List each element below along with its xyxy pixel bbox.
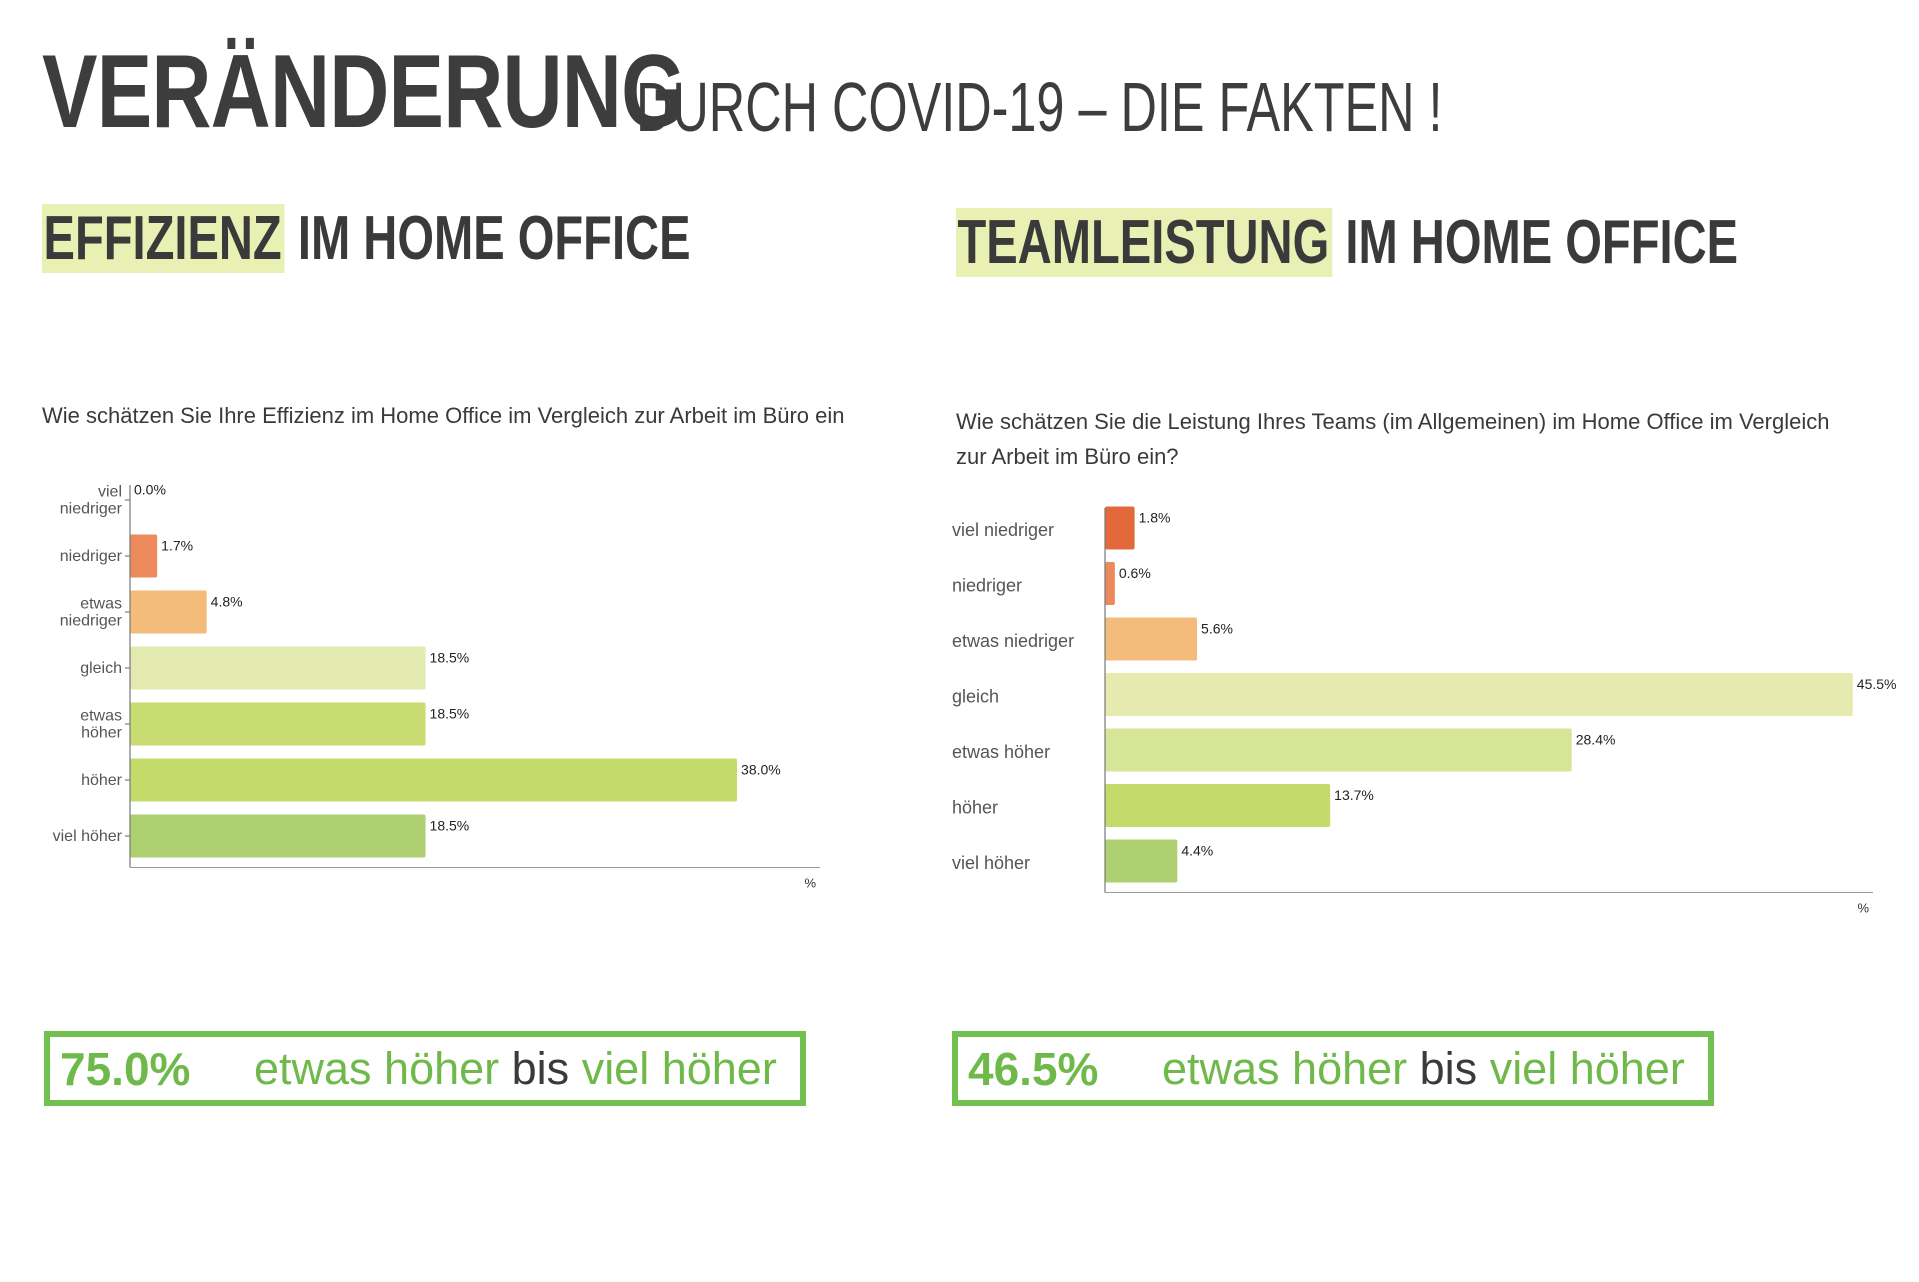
category-label-0: viel niedriger	[952, 520, 1054, 540]
summary-connector: bis	[1407, 1042, 1490, 1094]
bar-3	[1105, 673, 1853, 716]
data-label-0: 0.0%	[134, 482, 166, 498]
page-subtitle: DURCH COVID-19 – DIE FAKTEN !	[636, 68, 1443, 146]
data-label-1: 1.7%	[161, 538, 193, 554]
question-efficiency: Wie schätzen Sie Ihre Effizienz im Home …	[42, 403, 845, 428]
summary-box-efficiency: 75.0% etwas höher bis viel höher	[44, 1031, 806, 1106]
summary-box-teamwork: 46.5% etwas höher bis viel höher	[952, 1031, 1714, 1106]
summary-text: etwas höher bis viel höher	[1162, 1043, 1685, 1095]
bar-4	[130, 702, 426, 746]
bar-6	[130, 814, 426, 858]
data-label-5: 13.7%	[1334, 787, 1374, 803]
data-label-4: 28.4%	[1576, 732, 1616, 748]
summary-to: viel höher	[581, 1042, 777, 1094]
heading-rest: IM HOME OFFICE	[284, 204, 691, 273]
data-label-6: 4.4%	[1181, 843, 1213, 859]
summary-text: etwas höher bis viel höher	[254, 1043, 777, 1095]
bar-2	[1105, 617, 1198, 661]
data-label-4: 18.5%	[430, 706, 470, 722]
data-label-3: 18.5%	[430, 650, 470, 666]
category-label-4: etwas höher	[80, 708, 122, 742]
bar-6	[1105, 839, 1178, 883]
category-label-1: niedriger	[60, 548, 123, 565]
summary-from: etwas höher	[1162, 1042, 1408, 1094]
section-heading-efficiency: EFFIZIENZ IM HOME OFFICE	[42, 204, 691, 273]
data-label-6: 18.5%	[430, 818, 470, 834]
category-label-0: viel niedriger	[60, 484, 123, 518]
category-label-6: viel höher	[53, 828, 123, 845]
summary-percentage: 46.5%	[968, 1042, 1099, 1095]
category-label-3: gleich	[952, 687, 999, 707]
heading-rest: IM HOME OFFICE	[1332, 208, 1739, 277]
bar-1	[130, 534, 158, 578]
bar-5	[130, 758, 738, 802]
summary-from: etwas höher	[254, 1042, 500, 1094]
data-label-0: 1.8%	[1139, 510, 1171, 526]
data-label-1: 0.6%	[1119, 565, 1151, 581]
summary-percentage: 75.0%	[60, 1042, 191, 1095]
heading-highlight: EFFIZIENZ	[42, 204, 285, 273]
section-heading-teamwork: TEAMLEISTUNG IM HOME OFFICE	[956, 208, 1738, 277]
data-label-2: 4.8%	[211, 594, 243, 610]
heading-highlight: TEAMLEISTUNG	[956, 208, 1333, 277]
category-label-5: höher	[952, 798, 998, 818]
bar-3	[130, 646, 426, 690]
bar-4	[1105, 728, 1572, 772]
summary-connector: bis	[499, 1042, 582, 1094]
category-label-3: gleich	[80, 660, 122, 677]
data-label-2: 5.6%	[1201, 621, 1233, 637]
bar-chart-efficiency: 0.0% viel niedriger 1.7% niedriger 4.8% etwas n…	[53, 482, 820, 891]
summary-to: viel höher	[1489, 1042, 1685, 1094]
x-axis-label: %	[804, 876, 816, 891]
category-label-1: niedriger	[952, 576, 1022, 596]
category-label-2: etwas niedriger	[952, 631, 1074, 651]
bar-2	[130, 590, 207, 634]
category-label-5: höher	[81, 772, 123, 789]
data-label-5: 38.0%	[741, 762, 781, 778]
bar-1	[1105, 562, 1115, 605]
page-title: VERÄNDERUNG	[42, 34, 686, 150]
category-label-2: etwas niedriger	[60, 596, 123, 630]
bar-chart-teamwork: 1.8% viel niedriger 0.6% niedriger 5.6% etwas…	[952, 506, 1897, 916]
question-teamwork: Wie schätzen Sie die Leistung Ihres Team…	[956, 409, 1830, 469]
category-label-6: viel höher	[952, 853, 1030, 873]
x-axis-label: %	[1857, 901, 1869, 916]
bar-0	[1105, 506, 1135, 550]
bar-5	[1105, 784, 1331, 827]
data-label-3: 45.5%	[1857, 676, 1897, 692]
category-label-4: etwas höher	[952, 742, 1050, 762]
